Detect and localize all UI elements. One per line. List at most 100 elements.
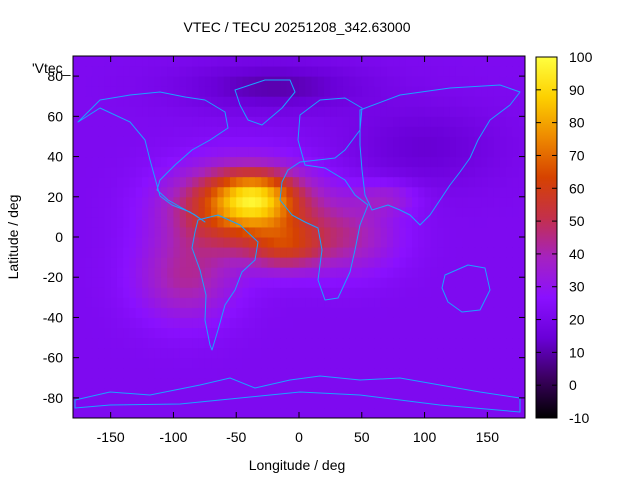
heatmap-cell (248, 367, 256, 379)
heatmap-cell (506, 377, 513, 389)
heatmap-cell (123, 106, 130, 117)
heatmap-cell (368, 377, 375, 389)
heatmap-cell (211, 196, 218, 208)
heatmap-cell (160, 106, 168, 117)
heatmap-cell (349, 66, 356, 77)
heatmap-cell (493, 247, 501, 258)
heatmap-cell (418, 317, 426, 328)
heatmap-cell (424, 237, 432, 248)
heatmap-cell (160, 317, 168, 328)
heatmap-cell (129, 106, 137, 117)
heatmap-cell (91, 176, 99, 188)
heatmap-cell (405, 237, 413, 248)
heatmap-cell (437, 287, 444, 298)
heatmap-cell (380, 216, 388, 228)
heatmap-cell (192, 206, 200, 218)
heatmap-cell (474, 387, 482, 399)
x-tick-label: -150 (97, 429, 125, 445)
heatmap-cell (493, 56, 501, 67)
heatmap-cell (91, 186, 99, 198)
heatmap-cell (386, 307, 394, 318)
heatmap-cell (455, 96, 463, 107)
australia-coastline (441, 264, 491, 313)
heatmap-cell (462, 247, 469, 258)
heatmap-cell (481, 237, 488, 248)
heatmap-cell (186, 307, 193, 318)
heatmap-cell (399, 247, 407, 258)
colorbar-tick-label: 10 (569, 344, 585, 360)
heatmap-cell (186, 347, 193, 359)
heatmap-cell (73, 287, 80, 298)
heatmap-cell (349, 337, 356, 349)
heatmap-cell (123, 347, 130, 359)
heatmap-cell (286, 297, 294, 308)
heatmap-cell (192, 166, 200, 178)
heatmap-cell (317, 216, 325, 228)
x-tick-label: 150 (476, 429, 500, 445)
heatmap-cell (186, 377, 193, 389)
heatmap-cell (110, 136, 118, 147)
heatmap-cell (317, 126, 325, 137)
heatmap-cell (79, 66, 87, 77)
heatmap-cell (305, 337, 313, 349)
heatmap-cell (148, 56, 156, 67)
heatmap-cell (179, 196, 187, 208)
heatmap-cell (374, 297, 382, 308)
heatmap-cell (462, 307, 469, 318)
heatmap-cell (123, 86, 130, 97)
heatmap-cell (186, 96, 193, 107)
heatmap-cell (204, 86, 212, 97)
heatmap-cell (292, 237, 300, 248)
heatmap-cell (311, 277, 319, 288)
heatmap-cell (380, 367, 388, 379)
heatmap-cell (135, 66, 143, 77)
heatmap-cell (242, 377, 250, 389)
heatmap-cell (91, 327, 99, 339)
heatmap-cell (355, 166, 363, 178)
heatmap-cell (374, 317, 382, 328)
heatmap-cell (468, 317, 476, 328)
heatmap-cell (368, 327, 375, 339)
heatmap-cell (129, 166, 137, 178)
heatmap-cell (443, 216, 451, 228)
heatmap-cell (142, 257, 149, 268)
heatmap-cell (342, 106, 350, 117)
heatmap-cell (481, 196, 488, 208)
heatmap-cell (481, 76, 488, 87)
heatmap-cell (342, 196, 350, 208)
heatmap-cell (412, 86, 419, 97)
heatmap-cell (73, 247, 80, 258)
heatmap-cell (324, 86, 331, 97)
heatmap-cell (468, 116, 476, 127)
heatmap-cell (110, 387, 118, 399)
heatmap-cell (192, 307, 200, 318)
heatmap-cell (487, 337, 495, 349)
heatmap-cell (79, 146, 87, 158)
heatmap-cell (211, 277, 218, 288)
heatmap-cell (135, 397, 143, 409)
heatmap-cell (380, 327, 388, 339)
heatmap-cell (73, 297, 80, 308)
chart-title: VTEC / TECU 20251208_342.63000 (183, 19, 410, 35)
heatmap-cell (73, 66, 80, 77)
heatmap-cell (91, 66, 99, 77)
heatmap-cell (186, 226, 193, 238)
heatmap-cell (280, 247, 287, 258)
heatmap-cell (330, 126, 338, 137)
heatmap-cell (361, 287, 369, 298)
heatmap-cell (129, 156, 137, 168)
heatmap-cell (73, 407, 80, 419)
heatmap-cell (324, 287, 331, 298)
heatmap-cell (399, 327, 407, 339)
heatmap-cell (487, 76, 495, 87)
heatmap-cell (361, 307, 369, 318)
heatmap-cell (73, 307, 80, 318)
heatmap-cell (236, 317, 243, 328)
greenland-coastline (234, 79, 296, 126)
heatmap-cell (286, 357, 294, 369)
heatmap-cell (98, 226, 105, 238)
heatmap-cell (506, 337, 513, 349)
heatmap-cell (468, 367, 476, 379)
heatmap-cell (399, 377, 407, 389)
heatmap-cell (349, 377, 356, 389)
